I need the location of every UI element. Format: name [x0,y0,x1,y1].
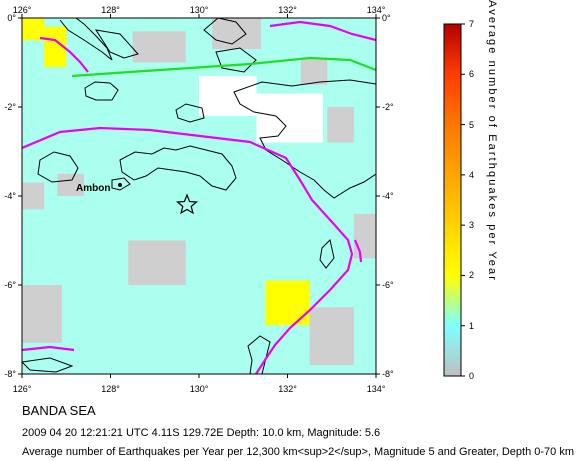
legend-tick-0: 0 [469,371,474,381]
lon-tick-top-0: 126° [13,5,32,15]
heatmap-cell-2 [265,280,310,326]
legend-tick-1: 1 [469,321,474,331]
heatmap-cell-14 [256,93,323,143]
heatmap-cell-13 [199,75,257,116]
heatmap-cell-11 [353,213,376,259]
legend-tick-4: 4 [469,170,474,180]
legend-tick-5: 5 [469,120,474,130]
lat-tick-left-3: -6° [4,280,16,290]
heatmap-cell-3 [22,182,45,210]
ambon-marker-icon [118,183,122,187]
lon-tick-bottom-2: 130° [190,384,209,394]
lat-tick-right-2: -4° [382,191,394,201]
fault-sorong [71,56,376,78]
lat-tick-left-4: -8° [4,369,16,379]
lat-tick-right-3: -6° [382,280,394,290]
lon-tick-bottom-3: 132° [278,384,297,394]
coast-aru [319,239,335,269]
legend-tick-3: 3 [469,220,474,230]
legend-tick-marks [461,23,465,377]
lon-tick-top-1: 128° [101,5,120,15]
legend-tick-7: 7 [469,19,474,29]
plate-boundary-aru-trough [353,239,363,263]
lat-tick-left-1: -2° [4,102,16,112]
heatmap-cell-0 [22,18,45,41]
ambon-label: Ambon [76,183,110,194]
lat-tick-right-0: 0° [382,13,391,23]
coast-obi [84,81,119,101]
coast-new-guinea [233,79,376,199]
legend-tick-2: 2 [469,270,474,280]
plate-boundary-north [269,20,376,42]
lon-tick-top-3: 132° [278,5,297,15]
legend-colorbar [443,23,462,377]
coast-halmahera [59,18,113,61]
plate-boundary-halmahera [39,36,89,73]
legend-title: Average number of Earthquakes per Year [486,0,498,282]
plate-boundary-south [22,345,75,352]
legend-tick-6: 6 [469,69,474,79]
coast-west-halmahera [94,29,139,59]
heatmap-cell-5 [128,240,186,285]
coast-tanimbar [247,335,271,374]
lon-tick-top-4: 134° [367,5,386,15]
plate-boundary-banda-arc [22,126,354,374]
heatmap-cell-6 [57,173,84,196]
heatmap-cell-7 [132,31,186,63]
epicenter-star-icon [175,193,199,215]
heatmap-cell-9 [300,58,328,85]
coast-ambon [111,177,131,191]
lon-tick-bottom-1: 128° [101,384,120,394]
heatmap-cell-1 [44,26,67,67]
lon-tick-top-2: 130° [190,5,209,15]
coast-waigeo [203,18,247,45]
coast-seram [119,145,237,191]
map-tick-marks [18,14,380,378]
lon-tick-bottom-4: 134° [367,384,386,394]
coast-buru [37,151,79,183]
event-details: 2009 04 20 12:21:21 UTC 4.11S 129.72E De… [22,427,381,439]
region-name: BANDA SEA [22,403,96,418]
lon-tick-bottom-0: 126° [13,384,32,394]
lat-tick-left-0: 0° [7,13,16,23]
heatmap-cell-12 [309,307,354,366]
lat-tick-right-4: -8° [382,369,394,379]
lat-tick-right-1: -2° [382,102,394,112]
coast-misool [175,103,205,123]
map-caption: Average number of Earthquakes per Year p… [22,446,574,458]
heatmap-cell-10 [327,107,354,143]
lat-tick-left-2: -4° [4,191,16,201]
heatmap-cell-4 [22,285,62,343]
coast-wetar [22,357,74,373]
